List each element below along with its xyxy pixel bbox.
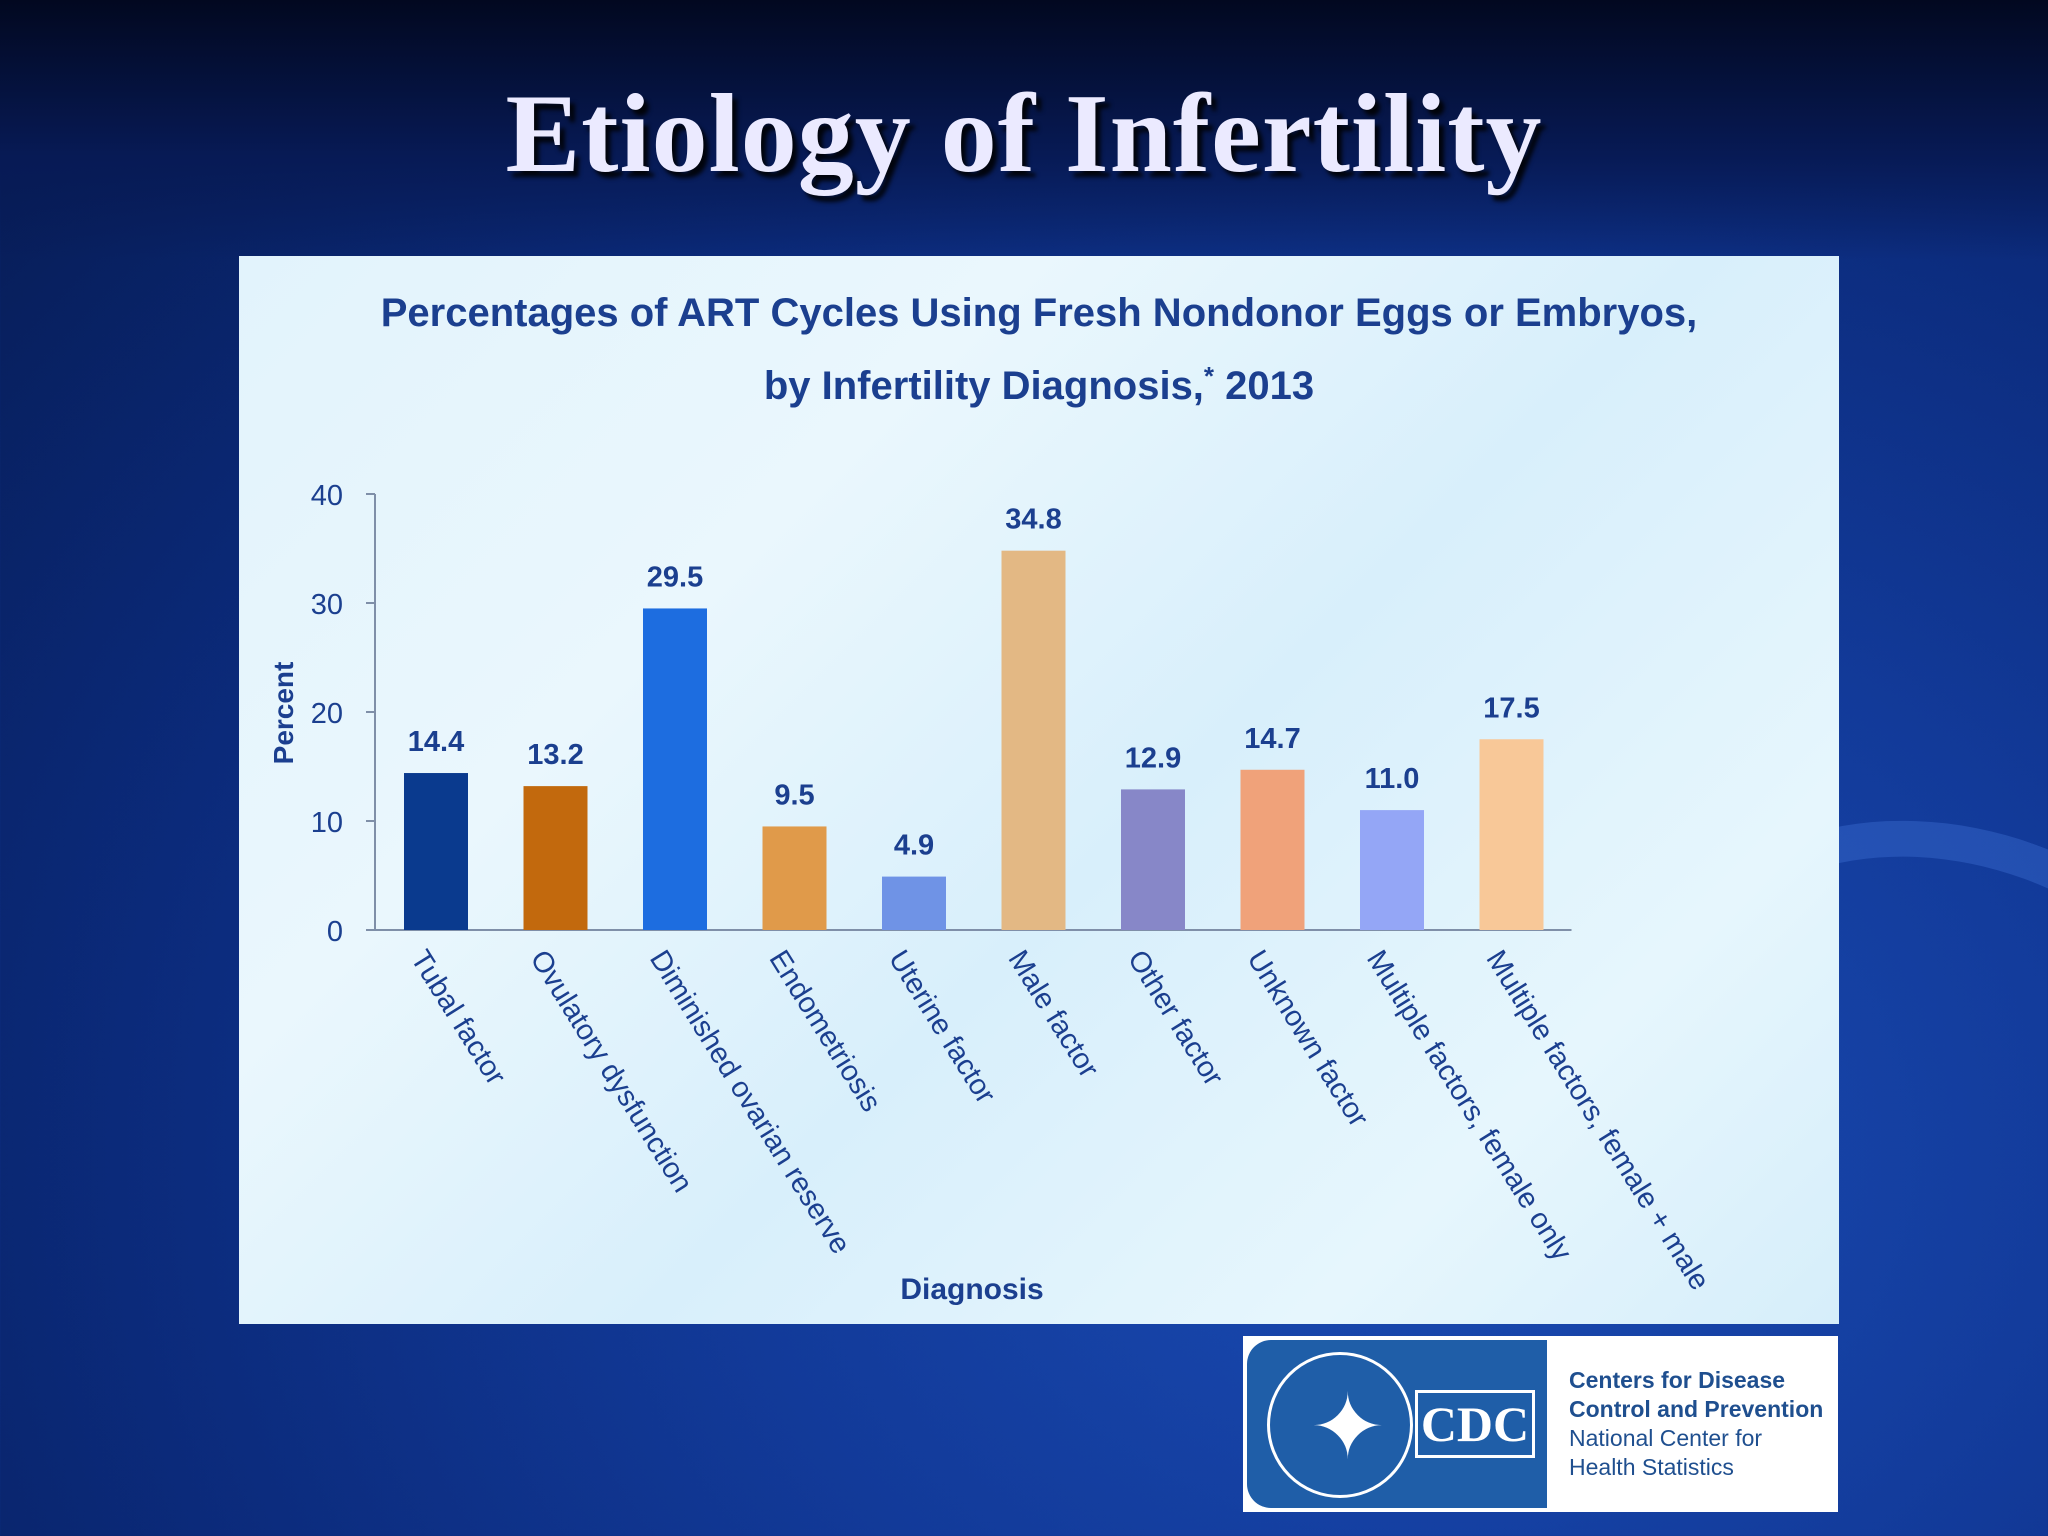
bar [1001, 550, 1066, 930]
y-tick-label: 0 [327, 916, 343, 948]
bar-value-label: 9.5 [774, 779, 814, 811]
bar [1121, 789, 1185, 930]
bar-value-label: 12.9 [1125, 742, 1181, 774]
slide-title: Etiology of Infertility [505, 72, 1543, 196]
bar-value-label: 14.4 [408, 726, 464, 758]
hhs-seal-icon: ✦ [1267, 1352, 1413, 1498]
bar [762, 826, 827, 930]
bar [1479, 739, 1544, 930]
bar-value-label: 14.7 [1244, 723, 1300, 755]
category-label: Multiple factors, female + male [1480, 945, 1716, 1296]
bar [643, 608, 707, 930]
logo-emblem: ✦ CDC [1247, 1340, 1547, 1508]
bar-value-label: 13.2 [527, 739, 583, 771]
bar-value-label: 11.0 [1365, 763, 1420, 795]
bar [1360, 810, 1424, 930]
logo-line-1: Centers for Disease [1569, 1367, 1786, 1393]
bars [404, 550, 1544, 930]
bar-value-label: 17.5 [1483, 692, 1539, 724]
bar [404, 773, 468, 930]
chart-panel: Percentages of ART Cycles Using Fresh No… [239, 256, 1839, 1324]
logo-line-4: Health Statistics [1569, 1454, 1734, 1480]
bar-chart: Percentages of ART Cycles Using Fresh No… [268, 291, 1716, 1306]
category-label: Unknown factor [1241, 945, 1375, 1133]
cdc-logo: ✦ CDC Centers for Disease Control and Pr… [1243, 1336, 1838, 1512]
bar-value-label: 29.5 [647, 561, 703, 593]
y-tick-label: 10 [311, 807, 343, 839]
bar [1240, 769, 1305, 930]
y-tick-label: 40 [311, 480, 343, 512]
category-label: Multiple factors, female only [1360, 945, 1578, 1267]
category-label: Male factor [1002, 945, 1105, 1084]
y-axis-label: Percent [268, 662, 299, 765]
x-axis-label: Diagnosis [900, 1273, 1043, 1306]
bar [523, 786, 588, 930]
category-label: Tubal factor [404, 945, 512, 1091]
footnote-marker: * [1204, 361, 1215, 391]
cdc-mark: CDC [1415, 1390, 1535, 1458]
eagle-icon: ✦ [1310, 1375, 1386, 1480]
chart-title-line1: Percentages of ART Cycles Using Fresh No… [381, 291, 1698, 335]
category-label: Endometriosis [763, 945, 888, 1118]
value-labels: 14.4 13.2 29.5 9.5 4.9 34.8 12.9 14.7 11.0 17.5 [408, 504, 1540, 862]
logo-line-3: National Center for [1569, 1425, 1763, 1451]
category-label: Uterine factor [882, 945, 1002, 1110]
y-tick-label: 20 [311, 698, 343, 730]
bar-value-label: 34.8 [1005, 504, 1061, 536]
logo-line-2: Control and Prevention [1569, 1396, 1824, 1422]
bar [882, 876, 946, 930]
title-band [0, 0, 2048, 260]
y-tick-label: 30 [311, 589, 343, 621]
chart-title-line2: by Infertility Diagnosis,* 2013 [764, 361, 1314, 408]
bar-value-label: 4.9 [894, 830, 934, 862]
category-label: Other factor [1121, 945, 1229, 1092]
logo-text: Centers for Disease Control and Preventi… [1569, 1366, 1839, 1482]
category-label: Diminished ovarian reserve [643, 945, 856, 1260]
category-labels: Tubal factor Ovulatory dysfunctionDiminis… [404, 945, 1715, 1296]
